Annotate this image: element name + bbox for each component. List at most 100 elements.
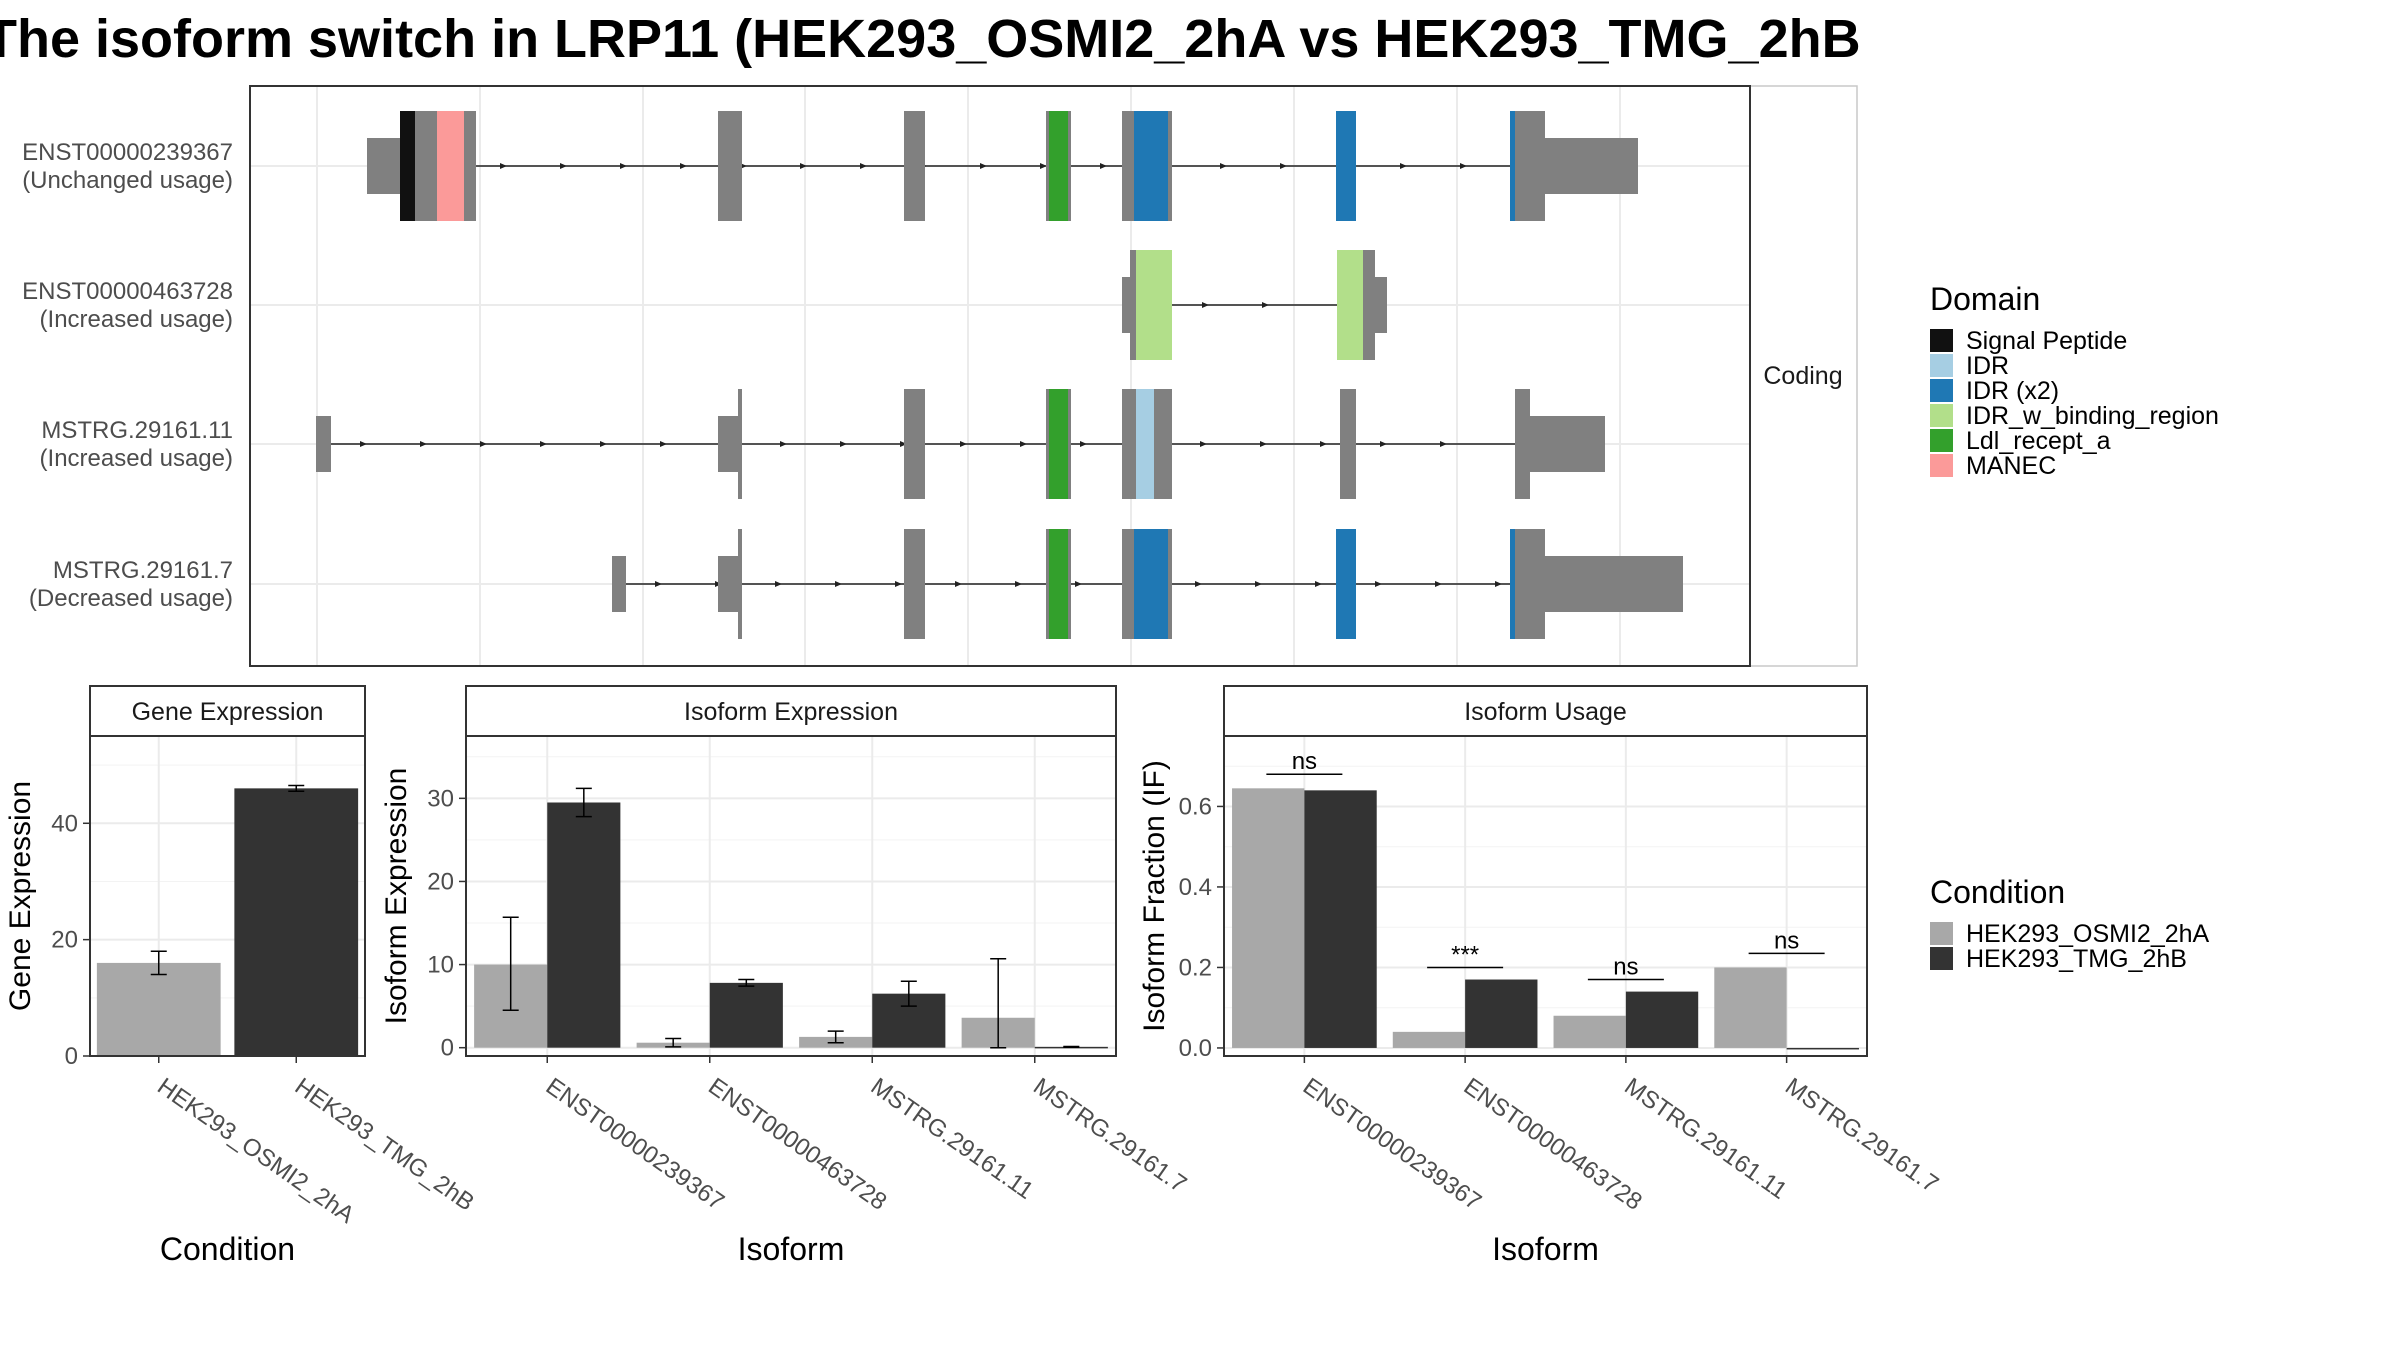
exon-block	[738, 529, 742, 639]
domain-ldl-recept-a	[1046, 389, 1071, 499]
domain-manec	[437, 111, 464, 221]
intron-arrow	[1100, 163, 1107, 169]
intron-arrow	[1200, 441, 1207, 447]
intron-arrow	[560, 163, 567, 169]
structure-panel-bg	[250, 86, 1750, 666]
x-tick-label: MSTRG.29161.11	[1619, 1073, 1791, 1205]
y-tick-label: 0.2	[1179, 954, 1212, 981]
transcript-id-label: MSTRG.29161.7	[53, 557, 233, 584]
x-axis-title-0: Condition	[160, 1231, 295, 1267]
intron-arrow	[540, 441, 547, 447]
domain-idr-x2	[1336, 529, 1356, 639]
y-tick-label: 20	[427, 868, 454, 895]
error-bar	[502, 916, 519, 1012]
exon-block	[904, 529, 925, 639]
domain-legend-swatch	[1930, 354, 1953, 377]
domain-idr-x2	[1134, 111, 1164, 221]
intron-arrow	[360, 441, 367, 447]
intron-arrow	[1020, 441, 1027, 447]
domain-ldl-recept-a	[1046, 111, 1071, 221]
exon-block	[1154, 389, 1172, 499]
domain-legend-swatch	[1930, 454, 1953, 477]
domain-idr-x2	[1164, 111, 1168, 221]
x-tick-label: ENST00000239367	[541, 1073, 729, 1216]
domain-idr-x2	[1510, 529, 1515, 639]
x-tick-label: MSTRG.29161.7	[1780, 1073, 1943, 1198]
intron-arrow	[1262, 302, 1269, 308]
intron-arrow	[1380, 441, 1387, 447]
bar	[547, 802, 621, 1048]
error-bar	[665, 1037, 682, 1048]
domain-signal-peptide	[400, 111, 415, 221]
y-tick-label: 10	[427, 952, 454, 979]
x-tick-label: ENST00000463728	[1459, 1073, 1647, 1216]
utr-block	[718, 416, 740, 472]
bar	[1786, 1047, 1859, 1050]
transcript-id-label: MSTRG.29161.11	[41, 417, 233, 444]
bar	[1553, 1015, 1626, 1048]
intron-arrow	[1220, 163, 1227, 169]
error-bar	[827, 1030, 844, 1044]
utr-block	[1375, 277, 1387, 333]
exon-block	[738, 389, 742, 499]
intron-arrow	[1320, 441, 1327, 447]
panel-strip-1	[465, 685, 1117, 737]
domain-idr-x2	[1336, 111, 1356, 221]
intron-arrow	[600, 441, 607, 447]
intron-arrow	[1255, 581, 1262, 587]
intron-arrow	[955, 581, 962, 587]
intron-arrow	[1202, 302, 1209, 308]
intron-arrow	[680, 163, 687, 169]
domain-legend-label: IDR (x2)	[1966, 377, 2059, 405]
intron-arrow	[660, 441, 667, 447]
intron-arrow	[895, 581, 902, 587]
exon-block	[718, 111, 742, 221]
exon-block	[904, 389, 925, 499]
main-title: The isoform switch in LRP11 (HEK293_OSMI…	[0, 9, 1861, 69]
exon-block	[904, 111, 925, 221]
intron-arrow	[1435, 581, 1442, 587]
exon-block	[415, 111, 437, 221]
intron-arrow	[1195, 581, 1202, 587]
intron-arrow	[775, 581, 782, 587]
domain-idr-x2	[1510, 111, 1515, 221]
significance-label: ns	[1613, 954, 1638, 981]
x-tick-label: ENST00000239367	[1298, 1073, 1486, 1216]
utr-block	[718, 556, 740, 612]
intron-arrow	[780, 441, 787, 447]
condition-legend-label: HEK293_TMG_2hB	[1966, 945, 2187, 973]
domain-idr-x2	[1134, 529, 1164, 639]
y-tick-label: 20	[51, 927, 78, 954]
bar	[1465, 979, 1538, 1048]
error-bar	[1063, 1045, 1080, 1049]
intron-arrow	[1440, 441, 1447, 447]
exon-block	[1515, 529, 1545, 639]
significance-label: ***	[1451, 941, 1479, 968]
x-tick-label: MSTRG.29161.7	[1028, 1073, 1191, 1198]
bar	[1392, 1031, 1466, 1048]
intron-arrow	[1280, 163, 1287, 169]
intron-arrow	[980, 163, 987, 169]
y-axis-title-0: Gene Expression	[4, 781, 37, 1011]
y-axis-title-2: Isoform Fraction (IF)	[1138, 760, 1171, 1032]
structure-facet-label: Coding	[1763, 362, 1842, 390]
x-tick-label: ENST00000463728	[703, 1073, 891, 1216]
domain-ldl-recept-a	[1046, 529, 1071, 639]
exon-block	[1363, 250, 1375, 360]
utr-block	[612, 556, 626, 612]
panel-title-0: Gene Expression	[132, 698, 324, 726]
intron-arrow	[500, 163, 507, 169]
condition-legend-title: Condition	[1930, 874, 2065, 910]
condition-legend-swatch	[1930, 947, 1953, 970]
intron-arrow	[800, 163, 807, 169]
condition-legend-swatch	[1930, 922, 1953, 945]
panel-title-2: Isoform Usage	[1464, 698, 1627, 726]
y-tick-label: 40	[51, 810, 78, 837]
intron-arrow	[860, 163, 867, 169]
exon-block	[1122, 111, 1134, 221]
domain-legend-label: IDR_w_binding_region	[1966, 402, 2219, 430]
intron-arrow	[840, 441, 847, 447]
exon-block	[464, 111, 476, 221]
bar	[234, 788, 359, 1056]
domain-legend-label: MANEC	[1966, 452, 2056, 480]
